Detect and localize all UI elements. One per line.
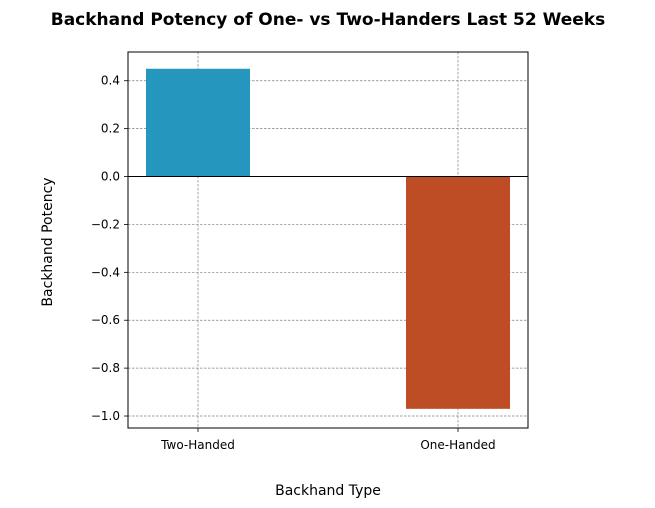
x-tick-label: Two-Handed [160, 438, 235, 452]
bar-one-handed [406, 176, 510, 409]
y-tick-label: 0.2 [101, 122, 120, 136]
y-tick-label: −0.8 [91, 361, 120, 375]
y-tick-label: −1.0 [91, 409, 120, 423]
y-tick-label: 0.0 [101, 170, 120, 184]
x-tick-label: One-Handed [420, 438, 495, 452]
tick-layer: 0.4 0.2 0.0 −0.2 −0.4 −0.6 −0.8 −1.0 Two-Handed O… [91, 74, 496, 452]
y-tick-label: −0.4 [91, 265, 120, 279]
bar-two-handed [146, 68, 250, 177]
y-tick-label: −0.2 [91, 217, 120, 231]
x-axis-label: Backhand Type [275, 483, 381, 499]
plot-frame [127, 51, 529, 429]
y-axis-label: Backhand Potency [40, 177, 56, 306]
y-tick-label: 0.4 [101, 74, 120, 88]
chart-title: Backhand Potency of One- vs Two-Handers … [51, 10, 605, 30]
bar-layer [146, 68, 510, 409]
y-tick-label: −0.6 [91, 313, 120, 327]
